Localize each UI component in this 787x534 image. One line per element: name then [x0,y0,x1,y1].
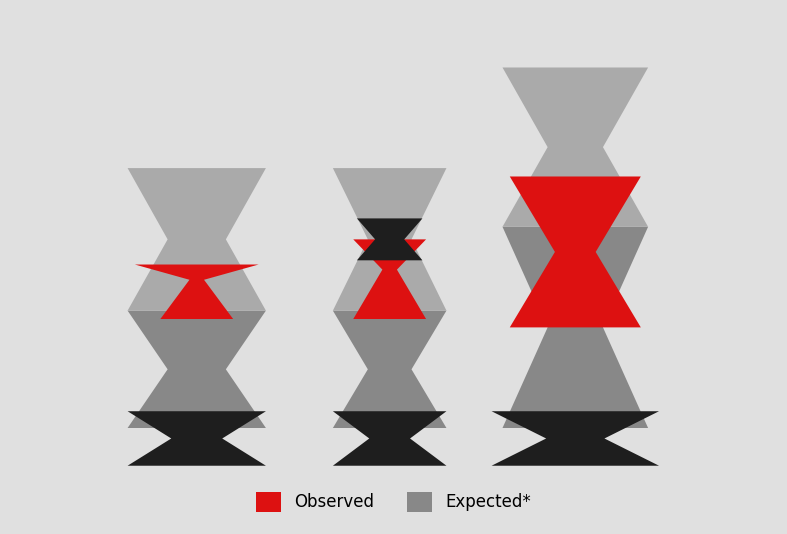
Polygon shape [492,411,659,466]
Polygon shape [127,411,266,466]
Polygon shape [357,218,423,260]
Polygon shape [353,239,426,319]
Polygon shape [333,168,446,311]
Polygon shape [127,168,266,311]
Polygon shape [333,411,446,466]
Polygon shape [127,311,266,428]
Legend: Observed, Expected*: Observed, Expected* [249,485,538,519]
Polygon shape [333,311,446,428]
Polygon shape [510,176,641,327]
Polygon shape [503,227,648,428]
Polygon shape [135,264,259,319]
Polygon shape [503,67,648,227]
